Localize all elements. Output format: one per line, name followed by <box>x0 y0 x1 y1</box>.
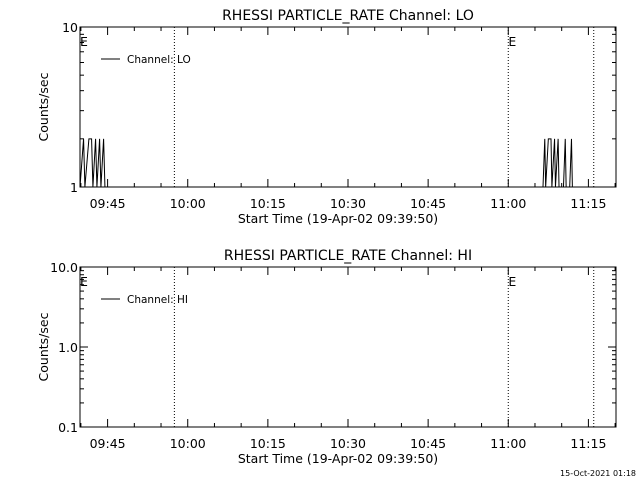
y-tick-label: 10 <box>62 20 78 35</box>
y-axis-label: Counts/sec <box>36 72 51 141</box>
x-tick-label: 11:15 <box>570 436 606 451</box>
legend-label: Channel: LO <box>127 54 191 66</box>
y-tick-label: 1.0 <box>58 340 78 355</box>
x-tick-label: 10:15 <box>250 196 286 211</box>
footer-timestamp: 15-Oct-2021 01:18 <box>560 469 636 478</box>
x-tick-label: 10:00 <box>170 436 206 451</box>
x-axis-label: Start Time (19-Apr-02 09:39:50) <box>238 451 438 466</box>
x-tick-label: 11:00 <box>490 436 526 451</box>
x-tick-label: 10:30 <box>330 196 366 211</box>
event-marker-label: E <box>80 34 88 49</box>
y-axis-label: Counts/sec <box>36 312 51 381</box>
x-tick-label: 10:00 <box>170 196 206 211</box>
data-series-line <box>79 138 576 188</box>
x-tick-label: 10:30 <box>330 436 366 451</box>
x-tick-label: 10:45 <box>410 196 446 211</box>
chart-panel-1: RHESSI PARTICLE_RATE Channel: LO Start Ti… <box>36 8 617 226</box>
x-tick-label: 09:45 <box>90 436 126 451</box>
y-tick-label: 10.0 <box>50 260 78 275</box>
y-tick-label: 0.1 <box>58 420 78 435</box>
event-marker-label: E <box>80 274 88 289</box>
x-tick-label: 10:15 <box>250 436 286 451</box>
x-tick-label: 09:45 <box>90 196 126 211</box>
chart-title: RHESSI PARTICLE_RATE Channel: HI <box>224 248 472 264</box>
plot-frame <box>79 266 617 428</box>
x-tick-label: 11:00 <box>490 196 526 211</box>
event-marker-label: E <box>508 34 516 49</box>
legend-label: Channel: HI <box>127 294 188 306</box>
x-tick-label: 11:15 <box>570 196 606 211</box>
x-axis-label: Start Time (19-Apr-02 09:39:50) <box>238 211 438 226</box>
chart-title: RHESSI PARTICLE_RATE Channel: LO <box>222 8 474 24</box>
event-marker-label: E <box>508 274 516 289</box>
chart-panel-2: RHESSI PARTICLE_RATE Channel: HI Start Ti… <box>36 248 617 466</box>
y-tick-label: 1 <box>70 180 78 195</box>
plot-frame <box>79 26 617 188</box>
x-tick-label: 10:45 <box>410 436 446 451</box>
